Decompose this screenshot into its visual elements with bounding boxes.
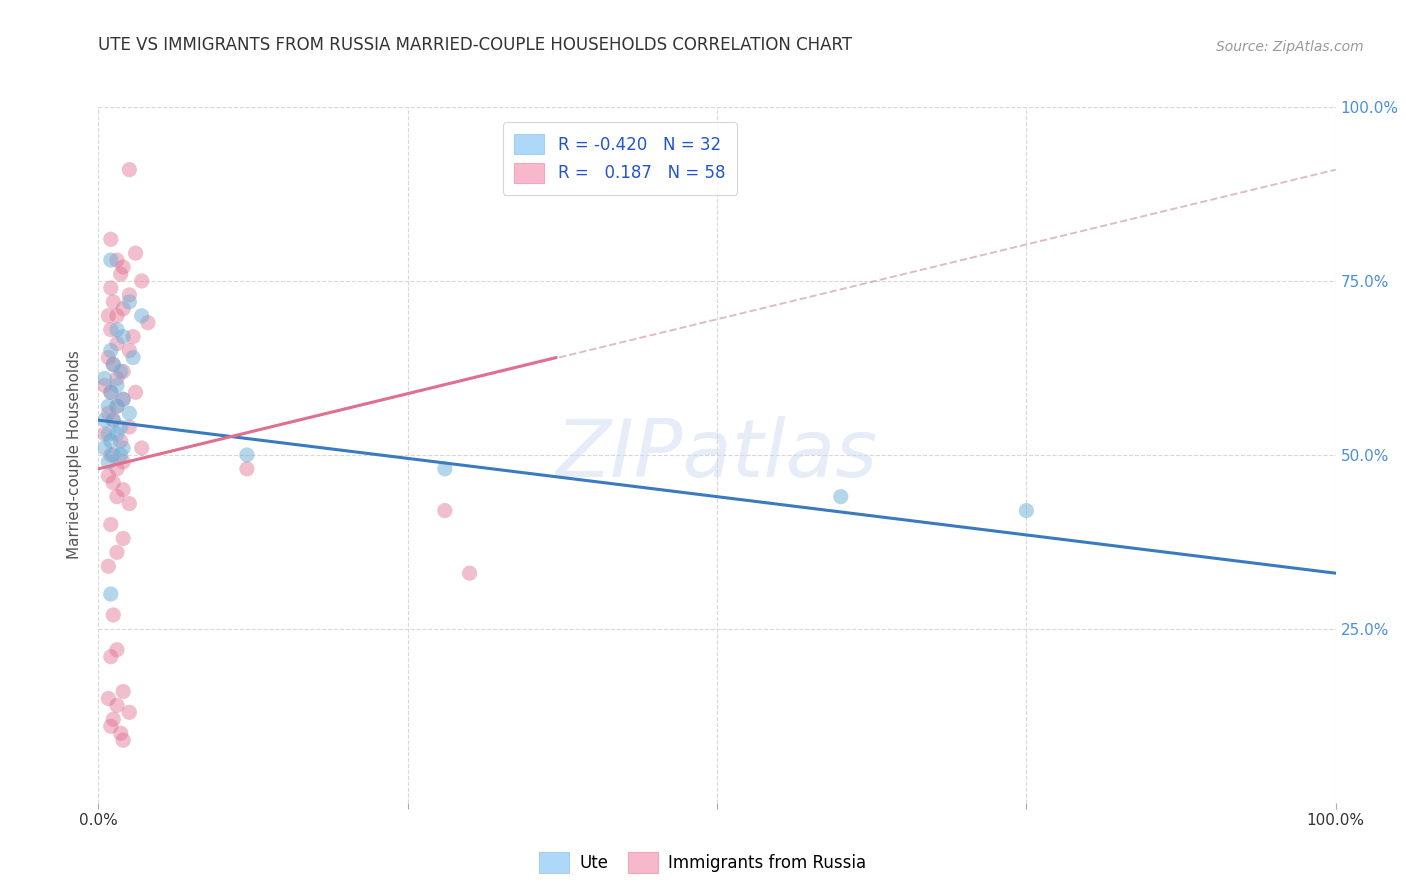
Point [830, 490, 852, 504]
Point [105, 399, 128, 413]
Point [97, 406, 120, 420]
Point [131, 274, 153, 288]
Point [105, 253, 128, 268]
Point [1015, 503, 1038, 517]
Point [105, 462, 128, 476]
Point [105, 698, 128, 713]
Legend: R = -0.420   N = 32, R =   0.187   N = 58: R = -0.420 N = 32, R = 0.187 N = 58 [503, 122, 737, 194]
Point [105, 399, 128, 413]
Point [458, 566, 481, 581]
Point [118, 497, 141, 511]
Point [100, 323, 122, 337]
Point [100, 719, 122, 733]
Point [105, 545, 128, 559]
Point [112, 329, 135, 343]
Point [236, 462, 259, 476]
Point [97, 559, 120, 574]
Point [110, 267, 132, 281]
Point [122, 329, 145, 343]
Point [93, 378, 115, 392]
Point [118, 420, 141, 434]
Point [110, 434, 132, 448]
Text: Source: ZipAtlas.com: Source: ZipAtlas.com [1216, 39, 1364, 54]
Point [103, 413, 125, 427]
Point [103, 358, 125, 372]
Point [105, 642, 128, 657]
Point [97, 455, 120, 469]
Point [118, 406, 141, 420]
Point [131, 441, 153, 455]
Point [97, 309, 120, 323]
Point [236, 448, 259, 462]
Point [118, 294, 141, 309]
Point [103, 607, 125, 622]
Point [118, 162, 141, 177]
Point [100, 281, 122, 295]
Point [93, 441, 115, 455]
Point [112, 364, 135, 378]
Point [103, 712, 125, 726]
Point [100, 434, 122, 448]
Point [100, 587, 122, 601]
Point [103, 294, 125, 309]
Point [93, 413, 115, 427]
Point [433, 503, 456, 517]
Point [433, 462, 456, 476]
Point [97, 399, 120, 413]
Point [105, 336, 128, 351]
Point [100, 343, 122, 358]
Point [112, 301, 135, 316]
Point [112, 483, 135, 497]
Point [100, 232, 122, 246]
Point [100, 253, 122, 268]
Point [112, 532, 135, 546]
Point [105, 427, 128, 442]
Point [105, 378, 128, 392]
Point [112, 455, 135, 469]
Text: UTE VS IMMIGRANTS FROM RUSSIA MARRIED-COUPLE HOUSEHOLDS CORRELATION CHART: UTE VS IMMIGRANTS FROM RUSSIA MARRIED-CO… [98, 36, 852, 54]
Point [110, 448, 132, 462]
Point [105, 309, 128, 323]
Point [100, 385, 122, 400]
Point [97, 468, 120, 483]
Point [110, 364, 132, 378]
Y-axis label: Married-couple Households: Married-couple Households [67, 351, 83, 559]
Point [112, 260, 135, 274]
Point [131, 309, 153, 323]
Point [110, 420, 132, 434]
Point [100, 448, 122, 462]
Point [118, 343, 141, 358]
Point [112, 441, 135, 455]
Point [103, 448, 125, 462]
Point [112, 733, 135, 747]
Text: ZIPatlas: ZIPatlas [555, 416, 879, 494]
Point [103, 475, 125, 490]
Point [93, 427, 115, 442]
Point [110, 726, 132, 740]
Point [118, 706, 141, 720]
Point [124, 246, 146, 260]
Point [112, 392, 135, 407]
Point [118, 288, 141, 302]
Point [105, 371, 128, 385]
Point [103, 413, 125, 427]
Point [93, 371, 115, 385]
Point [124, 385, 146, 400]
Point [136, 316, 159, 330]
Point [97, 351, 120, 365]
Point [97, 691, 120, 706]
Point [100, 385, 122, 400]
Point [112, 392, 135, 407]
Point [97, 427, 120, 442]
Point [112, 684, 135, 698]
Legend: Ute, Immigrants from Russia: Ute, Immigrants from Russia [533, 846, 873, 880]
Point [105, 490, 128, 504]
Point [103, 358, 125, 372]
Point [122, 351, 145, 365]
Point [105, 323, 128, 337]
Point [100, 517, 122, 532]
Point [100, 649, 122, 664]
